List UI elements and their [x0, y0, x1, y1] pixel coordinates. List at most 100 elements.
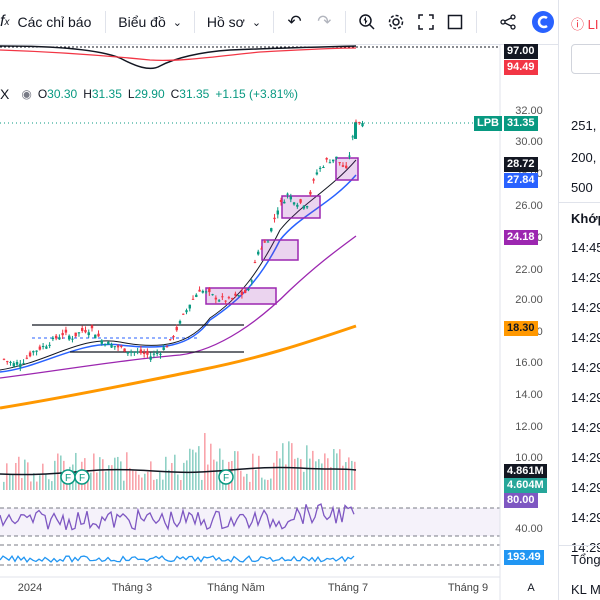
event-marker-label: F	[79, 473, 85, 484]
low-value: 29.90	[134, 87, 165, 101]
candle-body	[263, 241, 266, 243]
candle-body	[208, 288, 211, 293]
trade-time: 14:29	[571, 450, 600, 465]
candle-body	[227, 297, 231, 299]
top-oscillator-line	[0, 45, 357, 70]
quick-search-icon[interactable]	[352, 0, 382, 44]
volume-bar	[138, 474, 140, 490]
profile-button[interactable]: Hồ sơ ⌄	[206, 14, 262, 30]
close-value: 31.35	[179, 87, 210, 101]
volume-bar	[135, 471, 137, 490]
volume-bar	[132, 470, 134, 490]
candle-body	[94, 334, 97, 339]
ma-label-3: 24.18	[504, 230, 538, 245]
panel-button[interactable]	[571, 44, 600, 74]
gear-icon[interactable]	[381, 0, 411, 44]
volume-bar	[315, 461, 317, 490]
volume-bar	[144, 473, 146, 490]
total-label: Tổng	[571, 552, 600, 567]
volume-bar	[255, 469, 257, 490]
volume-bar	[180, 480, 182, 490]
volume-bar	[267, 479, 269, 490]
volume-bar	[48, 479, 50, 490]
candle-body	[2, 358, 6, 360]
candle-body	[286, 193, 289, 195]
candle-body	[260, 248, 263, 250]
share-icon[interactable]	[493, 0, 523, 44]
volume-bar	[288, 441, 290, 490]
volume-bar	[279, 458, 281, 490]
candle-body	[224, 300, 227, 302]
candle-body	[191, 298, 195, 300]
toggle-icon[interactable]: ◉	[21, 87, 32, 101]
chart-type-button[interactable]: Biểu đồ ⌄	[118, 14, 182, 30]
candle-body	[169, 339, 172, 341]
volume-bar	[291, 443, 293, 490]
volume-bar	[354, 461, 356, 490]
candle-body	[296, 204, 299, 207]
ohlc-legend: X ◉ O30.30 H31.35 L29.90 C31.35 +1.15 (+…	[0, 86, 299, 102]
trade-time: 14:29	[571, 420, 600, 435]
candle-body	[240, 291, 244, 295]
volume-bar	[213, 459, 215, 490]
ma-slow-line	[0, 324, 357, 410]
redo-icon[interactable]: ↷	[317, 12, 332, 31]
y-tick-label: 32.00	[515, 105, 543, 117]
y-tick-label: 12.00	[515, 421, 543, 433]
candle-body	[133, 351, 136, 353]
volume-bar	[123, 480, 125, 490]
fullscreen-icon[interactable]	[411, 0, 441, 44]
ma-fast-line	[0, 174, 357, 373]
candle-body	[243, 290, 247, 293]
logo-icon[interactable]	[528, 0, 558, 44]
candle-body	[345, 165, 348, 169]
candle-body	[100, 340, 103, 344]
toolbar-divider	[273, 11, 274, 33]
volume-bar	[129, 467, 131, 490]
volume-bar	[303, 471, 305, 490]
auto-scale-button[interactable]: A	[527, 582, 535, 594]
candle-body	[331, 159, 335, 162]
trade-time: 14:29	[571, 540, 600, 555]
candle-body	[129, 351, 133, 353]
candle-body	[116, 345, 120, 348]
close-legend-icon[interactable]: X	[0, 86, 10, 102]
volume-bar	[171, 463, 173, 490]
watchlist-symbol[interactable]: ⓘ LI	[571, 17, 599, 32]
event-marker-label: F	[65, 473, 71, 484]
high-value: 31.35	[91, 87, 122, 101]
candle-body	[45, 346, 48, 349]
volume-bar	[285, 464, 287, 490]
candle-body	[198, 289, 201, 292]
candle-body	[279, 200, 283, 202]
undo-icon[interactable]: ↶	[287, 12, 302, 31]
volume-bar	[90, 472, 92, 490]
event-marker	[74, 469, 90, 485]
volume-bar	[156, 479, 158, 490]
candle-body	[266, 241, 270, 243]
pattern-box	[205, 287, 277, 305]
event-marker-label: F	[223, 473, 229, 484]
candle-body	[165, 346, 169, 348]
y-tick-label: 10.00	[515, 452, 543, 464]
candle-body	[299, 199, 302, 203]
volume-bar	[237, 451, 239, 490]
pattern-box	[281, 195, 321, 219]
candle-body	[74, 332, 77, 337]
candle-body	[172, 335, 175, 338]
indicators-button[interactable]: Các chỉ báo	[17, 14, 92, 30]
candle-body	[338, 162, 341, 164]
volume-bar	[195, 452, 197, 490]
camera-icon[interactable]	[441, 0, 471, 44]
candle-body	[22, 362, 25, 364]
candle-body	[230, 298, 234, 300]
candle-body	[328, 162, 332, 164]
candle-body	[6, 361, 9, 363]
trade-time: 14:29	[571, 390, 600, 405]
candle-body	[292, 202, 296, 205]
trade-time: 14:29	[571, 480, 600, 495]
pattern-box	[335, 157, 359, 181]
